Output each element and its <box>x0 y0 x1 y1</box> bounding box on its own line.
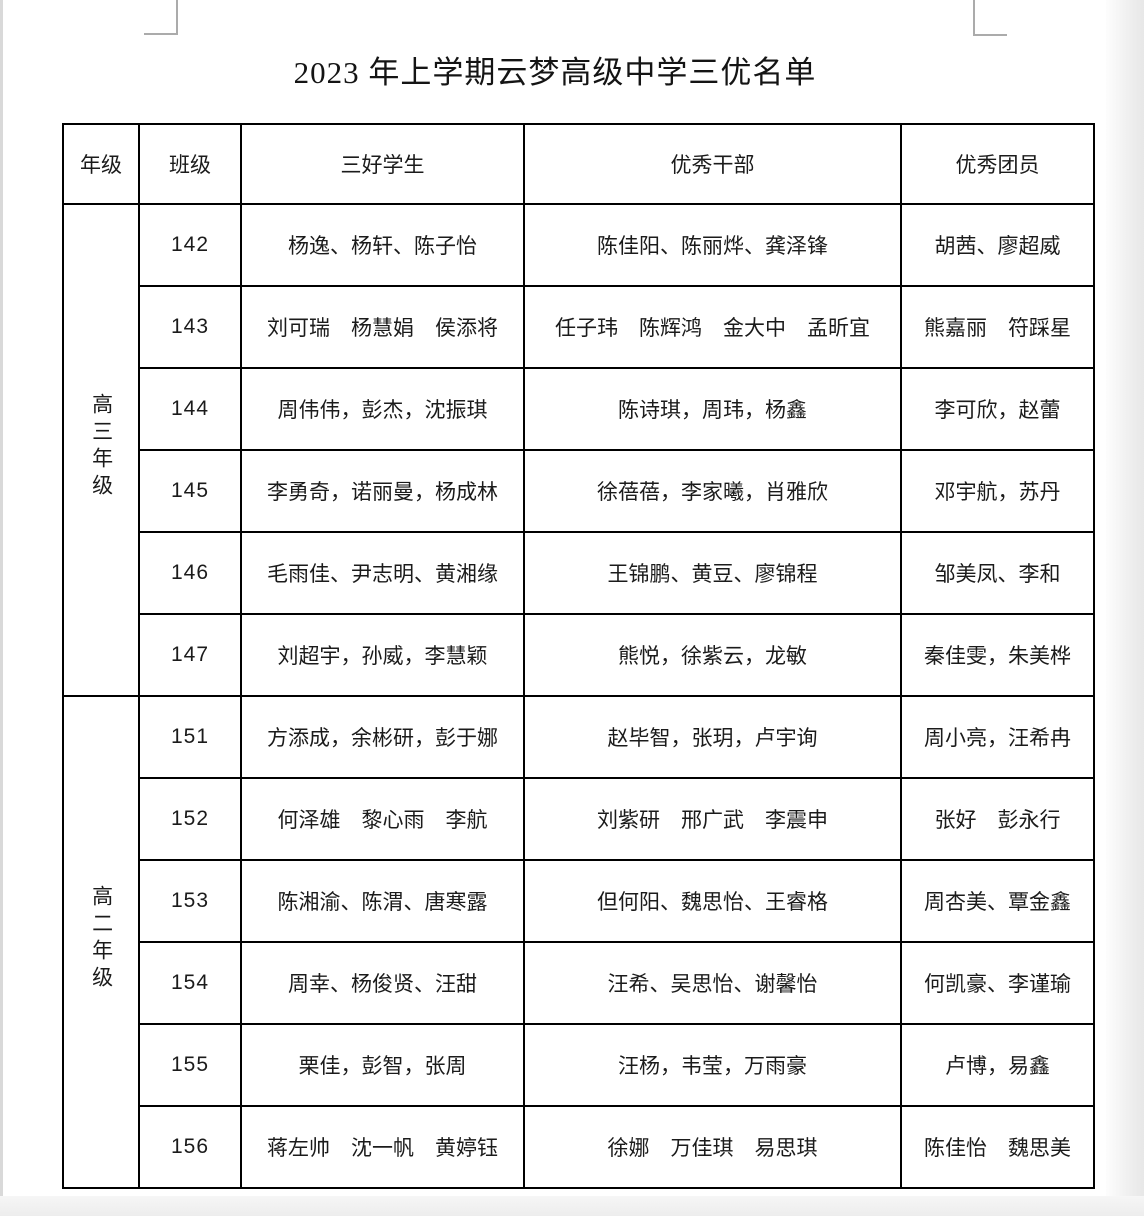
class-cell: 153 <box>138 859 242 943</box>
members-cell: 胡茜、廖超威 <box>900 203 1095 287</box>
class-cell: 145 <box>138 449 242 533</box>
members-cell: 卢博，易鑫 <box>900 1023 1095 1107</box>
students-cell: 何泽雄 黎心雨 李航 <box>240 777 525 861</box>
cadres-cell: 刘紫研 邢广武 李震申 <box>523 777 902 861</box>
cadres-cell: 任子玮 陈辉鸿 金大中 孟昕宜 <box>523 285 902 369</box>
grade-cell-senior2: 高二年级 <box>62 695 140 1189</box>
table-row: 143 刘可瑞 杨慧娟 侯添将 任子玮 陈辉鸿 金大中 孟昕宜 熊嘉丽 符踩星 <box>63 285 1095 369</box>
students-cell: 栗佳，彭智，张周 <box>240 1023 525 1107</box>
page-margin-corner-mark-right <box>973 0 1007 36</box>
students-cell: 刘超宇，孙威，李慧颖 <box>240 613 525 697</box>
page-edge-bottom <box>0 1196 1144 1216</box>
cadres-cell: 但何阳、魏思怡、王睿格 <box>523 859 902 943</box>
class-cell: 142 <box>138 203 242 287</box>
class-cell: 154 <box>138 941 242 1025</box>
students-cell: 李勇奇，诺丽曼，杨成林 <box>240 449 525 533</box>
header-excellent-league-members: 优秀团员 <box>900 123 1095 205</box>
table-row: 145 李勇奇，诺丽曼，杨成林 徐蓓蓓，李家曦，肖雅欣 邓宇航，苏丹 <box>63 449 1095 533</box>
page-edge-right <box>1106 0 1144 1216</box>
awards-table: 年级 班级 三好学生 优秀干部 优秀团员 高三年级 142 杨逸、杨轩、陈子怡 … <box>62 123 1095 1189</box>
students-cell: 杨逸、杨轩、陈子怡 <box>240 203 525 287</box>
class-cell: 152 <box>138 777 242 861</box>
header-class: 班级 <box>138 123 242 205</box>
header-grade: 年级 <box>62 123 140 205</box>
header-excellent-cadres: 优秀干部 <box>523 123 902 205</box>
class-cell: 155 <box>138 1023 242 1107</box>
members-cell: 周杏美、覃金鑫 <box>900 859 1095 943</box>
table-row: 144 周伟伟，彭杰，沈振琪 陈诗琪，周玮，杨鑫 李可欣，赵蕾 <box>63 367 1095 451</box>
table-row: 147 刘超宇，孙威，李慧颖 熊悦，徐紫云，龙敏 秦佳雯，朱美桦 <box>63 613 1095 697</box>
cadres-cell: 王锦鹏、黄豆、廖锦程 <box>523 531 902 615</box>
cadres-cell: 汪杨，韦莹，万雨豪 <box>523 1023 902 1107</box>
cadres-cell: 陈佳阳、陈丽烨、龚泽锋 <box>523 203 902 287</box>
header-three-good-students: 三好学生 <box>240 123 525 205</box>
members-cell: 熊嘉丽 符踩星 <box>900 285 1095 369</box>
cadres-cell: 熊悦，徐紫云，龙敏 <box>523 613 902 697</box>
students-cell: 周伟伟，彭杰，沈振琪 <box>240 367 525 451</box>
cadres-cell: 赵毕智，张玥，卢宇询 <box>523 695 902 779</box>
members-cell: 陈佳怡 魏思美 <box>900 1105 1095 1189</box>
table-row: 155 栗佳，彭智，张周 汪杨，韦莹，万雨豪 卢博，易鑫 <box>63 1023 1095 1107</box>
cadres-cell: 汪希、吴思怡、谢馨怡 <box>523 941 902 1025</box>
table-row: 154 周幸、杨俊贤、汪甜 汪希、吴思怡、谢馨怡 何凯豪、李谨瑜 <box>63 941 1095 1025</box>
cadres-cell: 徐娜 万佳琪 易思琪 <box>523 1105 902 1189</box>
grade-cell-senior3: 高三年级 <box>62 203 140 697</box>
students-cell: 周幸、杨俊贤、汪甜 <box>240 941 525 1025</box>
cadres-cell: 徐蓓蓓，李家曦，肖雅欣 <box>523 449 902 533</box>
members-cell: 张好 彭永行 <box>900 777 1095 861</box>
table-row: 高三年级 142 杨逸、杨轩、陈子怡 陈佳阳、陈丽烨、龚泽锋 胡茜、廖超威 <box>62 203 1095 697</box>
members-cell: 李可欣，赵蕾 <box>900 367 1095 451</box>
table-row: 156 蒋左帅 沈一帆 黄婷钰 徐娜 万佳琪 易思琪 陈佳怡 魏思美 <box>63 1105 1095 1189</box>
class-cell: 151 <box>138 695 242 779</box>
students-cell: 陈湘渝、陈渭、唐寒露 <box>240 859 525 943</box>
table-row: 152 何泽雄 黎心雨 李航 刘紫研 邢广武 李震申 张好 彭永行 <box>63 777 1095 861</box>
students-cell: 毛雨佳、尹志明、黄湘缘 <box>240 531 525 615</box>
members-cell: 邓宇航，苏丹 <box>900 449 1095 533</box>
document-title: 2023 年上学期云梦高级中学三优名单 <box>293 55 817 90</box>
grade-label: 高三年级 <box>89 393 114 501</box>
page-edge-left <box>0 0 3 1216</box>
class-cell: 144 <box>138 367 242 451</box>
table-header-row: 年级 班级 三好学生 优秀干部 优秀团员 <box>62 123 1095 205</box>
class-cell: 156 <box>138 1105 242 1189</box>
members-cell: 秦佳雯，朱美桦 <box>900 613 1095 697</box>
students-cell: 蒋左帅 沈一帆 黄婷钰 <box>240 1105 525 1189</box>
table-row: 高二年级 151 方添成，余彬研，彭于娜 赵毕智，张玥，卢宇询 周小亮，汪希冉 <box>62 695 1095 1189</box>
members-cell: 何凯豪、李谨瑜 <box>900 941 1095 1025</box>
students-cell: 刘可瑞 杨慧娟 侯添将 <box>240 285 525 369</box>
grade-label: 高二年级 <box>89 885 114 993</box>
class-cell: 143 <box>138 285 242 369</box>
page-margin-corner-mark-left <box>144 0 178 35</box>
students-cell: 方添成，余彬研，彭于娜 <box>240 695 525 779</box>
table-row: 146 毛雨佳、尹志明、黄湘缘 王锦鹏、黄豆、廖锦程 邹美凤、李和 <box>63 531 1095 615</box>
class-cell: 146 <box>138 531 242 615</box>
cadres-cell: 陈诗琪，周玮，杨鑫 <box>523 367 902 451</box>
table-row: 153 陈湘渝、陈渭、唐寒露 但何阳、魏思怡、王睿格 周杏美、覃金鑫 <box>63 859 1095 943</box>
members-cell: 邹美凤、李和 <box>900 531 1095 615</box>
class-cell: 147 <box>138 613 242 697</box>
members-cell: 周小亮，汪希冉 <box>900 695 1095 779</box>
